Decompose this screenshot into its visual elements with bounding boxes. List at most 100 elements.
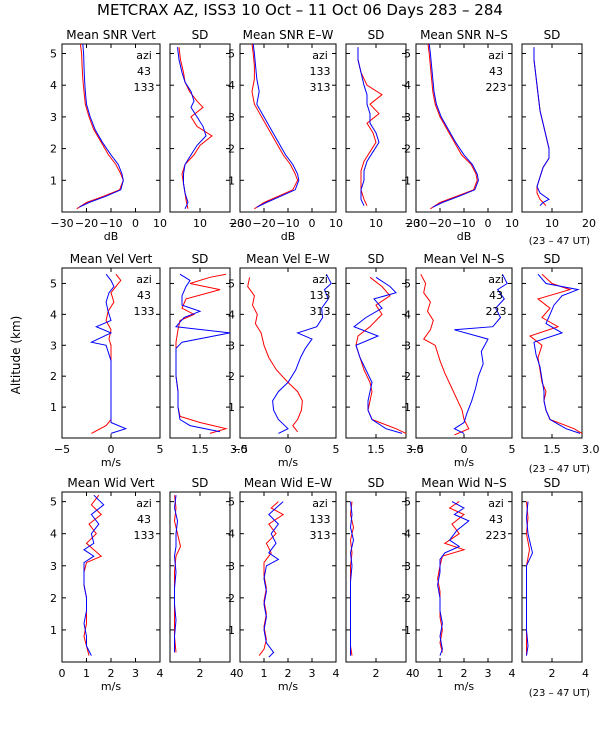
series-line-133	[173, 495, 179, 653]
x-tick-label: −30	[404, 217, 427, 230]
legend-header: azi	[488, 49, 504, 62]
y-tick-label: 2	[50, 592, 57, 605]
y-tick-label: 5	[404, 48, 411, 61]
x-tick-label: 0	[461, 443, 468, 456]
legend-entry-43: 43	[137, 513, 151, 526]
x-tick-label: 20	[230, 217, 244, 230]
panel-title: Mean Wid E–W	[244, 476, 332, 490]
x-tick-label: 3.0	[582, 443, 600, 456]
legend-entry-313: 313	[310, 81, 331, 94]
series-line-313	[263, 501, 284, 658]
panel-wid-ew-sd: SD 2 4	[345, 476, 413, 680]
panel-title: SD	[368, 252, 385, 266]
panel-title: Mean SNR N–S	[420, 28, 508, 42]
y-tick-label: 3	[50, 560, 57, 573]
x-tick-label: −20	[75, 217, 98, 230]
panel-title: SD	[192, 476, 209, 490]
x-tick-label: 1	[83, 667, 90, 680]
panel-vel-ew: Mean Vel E–W 1 2 3 4 5 −5 0 5 m/s azi 133 313	[228, 252, 340, 469]
x-tick-label: 2	[108, 667, 115, 680]
panel-wid-ns: Mean Wid N–S 1 2 3 4 5 0 1 2 3 4 m/s azi 43 223	[404, 476, 516, 693]
series-line-43	[76, 43, 124, 210]
series-line-43	[175, 273, 228, 434]
x-tick-label: 3	[132, 667, 139, 680]
x-tick-label: 0	[108, 443, 115, 456]
y-tick-label: 4	[228, 528, 235, 541]
legend-entry-133: 133	[310, 289, 331, 302]
series-line-133	[357, 47, 383, 206]
panel-title: Mean SNR E–W	[243, 28, 334, 42]
x-tick-label: 2	[285, 667, 292, 680]
time-note-row3: (23 – 47 UT)	[529, 688, 590, 699]
time-note-row1: (23 – 47 UT)	[529, 236, 590, 247]
y-tick-label: 1	[50, 174, 57, 187]
x-tick-label: 1.5	[543, 443, 561, 456]
plot-frame	[521, 267, 583, 439]
x-axis-label: dB	[281, 230, 296, 243]
legend-entry-43: 43	[137, 289, 151, 302]
panel-vel-ns-sd: SD 1.5 3.0	[521, 252, 600, 456]
legend-entry-223: 223	[486, 305, 507, 318]
y-tick-label: 1	[50, 624, 57, 637]
series-line-43	[533, 47, 550, 207]
y-tick-label: 2	[50, 370, 57, 383]
panel-title: Mean Wid Vert	[67, 476, 154, 490]
y-tick-label: 3	[404, 339, 411, 352]
x-tick-label: −20	[252, 217, 275, 230]
series-line-43	[91, 273, 122, 434]
series-line-223	[533, 47, 550, 207]
panel-title: SD	[368, 476, 385, 490]
panel-vel-vert: Mean Vel Vert 1 2 3 4 5 −5 0 5 m/s azi 43 133	[50, 252, 164, 469]
legend-entry-133: 133	[134, 529, 155, 542]
panel-vel-ew-sd: SD 1.5 3.0	[345, 252, 424, 456]
series-line-223	[453, 273, 508, 434]
x-axis-label: m/s	[278, 680, 298, 693]
x-tick-label: 2	[461, 667, 468, 680]
x-tick-label: −10	[276, 217, 299, 230]
series-line-133	[247, 277, 303, 433]
x-tick-label: 20	[582, 217, 596, 230]
x-tick-label: 4	[406, 667, 413, 680]
panel-title: Mean Vel E–W	[246, 252, 330, 266]
panel-title: Mean Vel Vert	[70, 252, 153, 266]
legend-header: azi	[488, 497, 504, 510]
x-axis-label: m/s	[101, 456, 121, 469]
y-tick-label: 5	[50, 496, 57, 509]
plot-frame	[345, 267, 407, 439]
plot-frame	[521, 43, 583, 213]
y-tick-label: 2	[228, 143, 235, 156]
series-line-43	[83, 494, 103, 656]
plot-frame	[345, 491, 407, 663]
legend-header: azi	[136, 497, 152, 510]
x-axis-label: m/s	[454, 680, 474, 693]
plot-frame	[169, 491, 231, 663]
y-tick-label: 2	[404, 592, 411, 605]
panel-snr-vert: Mean SNR Vert 1 2 3 4 5 −30 −20 −10 0 10 dB azi 43 133	[50, 28, 167, 243]
series-line-43	[420, 273, 470, 436]
y-tick-label: 5	[50, 48, 57, 61]
x-tick-label: 2	[373, 667, 380, 680]
series-line-223	[428, 43, 479, 208]
panel-title: Mean Vel N–S	[424, 252, 505, 266]
x-tick-label: −10	[99, 217, 122, 230]
x-tick-label: 0	[485, 217, 492, 230]
legend-entry-43: 43	[489, 513, 503, 526]
y-tick-label: 5	[228, 48, 235, 61]
series-line-133	[89, 273, 128, 434]
x-axis-label: dB	[457, 230, 472, 243]
series-line-133	[83, 494, 105, 656]
panel-title: SD	[192, 28, 209, 42]
plot-frame	[345, 43, 407, 213]
x-tick-label: 3	[485, 667, 492, 680]
y-tick-label: 2	[228, 370, 235, 383]
legend-entry-133: 133	[310, 65, 331, 78]
y-tick-label: 3	[228, 339, 235, 352]
x-tick-label: 0	[237, 667, 244, 680]
series-line-133	[251, 43, 299, 210]
x-tick-label: −20	[428, 217, 451, 230]
panel-wid-ew: Mean Wid E–W 1 2 3 4 5 0 1 2 3 4 m/s azi 133 313	[228, 476, 340, 693]
panel-title: SD	[368, 28, 385, 42]
x-tick-label: 10	[329, 217, 343, 230]
